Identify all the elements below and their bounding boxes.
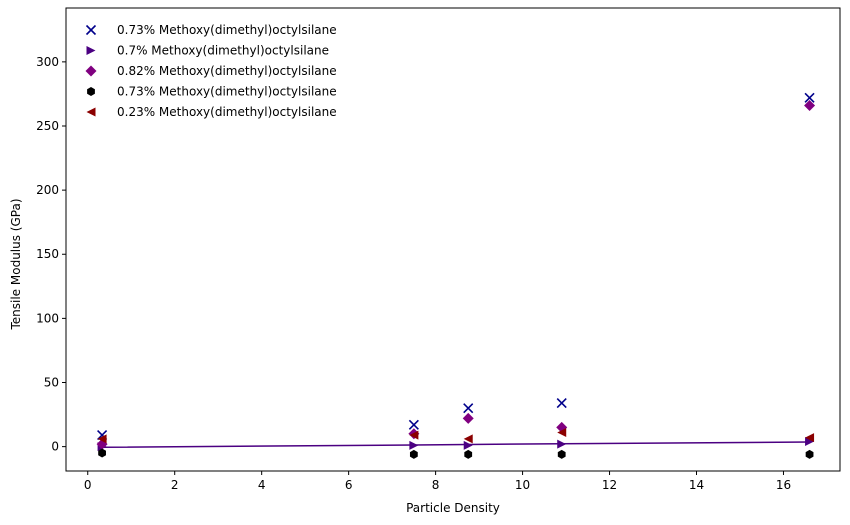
series-5 — [97, 428, 815, 444]
legend-label: 0.73% Methoxy(dimethyl)octylsilane — [117, 85, 337, 99]
marker-stroke — [85, 24, 97, 36]
data-point — [463, 403, 474, 414]
data-point — [409, 430, 419, 440]
data-point — [557, 449, 566, 459]
data-point — [409, 449, 418, 459]
marker-stroke — [463, 403, 474, 414]
data-point — [805, 433, 815, 443]
marker-stroke — [556, 397, 567, 409]
legend-marker — [85, 24, 97, 36]
y-tick-label: 50 — [44, 376, 59, 390]
data-point — [409, 440, 419, 450]
data-marks — [96, 92, 816, 459]
legend-marker — [86, 46, 96, 55]
x-axis-label: Particle Density — [406, 501, 500, 515]
legend: 0.73% Methoxy(dimethyl)octylsilane 0.7% M… — [85, 23, 337, 119]
data-point — [408, 419, 419, 430]
axes-frame — [65, 7, 841, 472]
data-point — [805, 449, 814, 459]
marker-stroke — [408, 419, 419, 430]
axes: 0 2 4 6 8 10 12 14 16 0 50 100 150 200 250 300 — [36, 7, 841, 492]
x-tick-label: 0 — [84, 478, 92, 492]
series-1 — [97, 92, 815, 441]
x-tick-label: 2 — [171, 478, 179, 492]
legend-label: 0.82% Methoxy(dimethyl)octylsilane — [117, 64, 337, 78]
x-tick-label: 16 — [776, 478, 791, 492]
legend-label: 0.23% Methoxy(dimethyl)octylsilane — [117, 105, 337, 119]
data-point — [557, 439, 567, 449]
x-tick-label: 12 — [602, 478, 617, 492]
data-point — [804, 92, 815, 103]
data-point — [464, 449, 473, 459]
legend-marker — [87, 87, 95, 96]
y-tick-label: 0 — [51, 440, 59, 454]
x-tick-label: 4 — [258, 478, 266, 492]
y-axis-label: Tensile Modulus (GPa) — [9, 198, 23, 330]
y-tick-label: 250 — [36, 119, 59, 133]
data-point — [462, 412, 474, 424]
legend-marker — [86, 107, 96, 117]
y-tick-label: 150 — [36, 247, 59, 261]
series-3 — [96, 99, 816, 450]
x-tick-label: 6 — [345, 478, 353, 492]
y-tick-label: 100 — [36, 311, 59, 325]
series-4 — [98, 448, 814, 459]
marker-stroke — [97, 430, 108, 441]
x-tick-label: 10 — [515, 478, 530, 492]
data-point — [463, 440, 473, 450]
data-point — [805, 437, 815, 447]
legend-label: 0.7% Methoxy(dimethyl)octylsilane — [117, 44, 329, 58]
y-tick-label: 200 — [36, 183, 59, 197]
data-point — [804, 99, 816, 111]
legend-label: 0.73% Methoxy(dimethyl)octylsilane — [117, 23, 337, 37]
data-point — [556, 397, 567, 409]
legend-marker — [85, 65, 97, 77]
fit-line — [102, 441, 810, 449]
data-point — [463, 434, 473, 444]
y-tick-label: 300 — [36, 55, 59, 69]
data-point — [98, 448, 106, 458]
x-tick-label: 8 — [432, 478, 440, 492]
data-point — [557, 428, 567, 438]
data-point — [97, 434, 107, 444]
marker-stroke — [804, 92, 815, 103]
x-tick-label: 14 — [689, 478, 704, 492]
